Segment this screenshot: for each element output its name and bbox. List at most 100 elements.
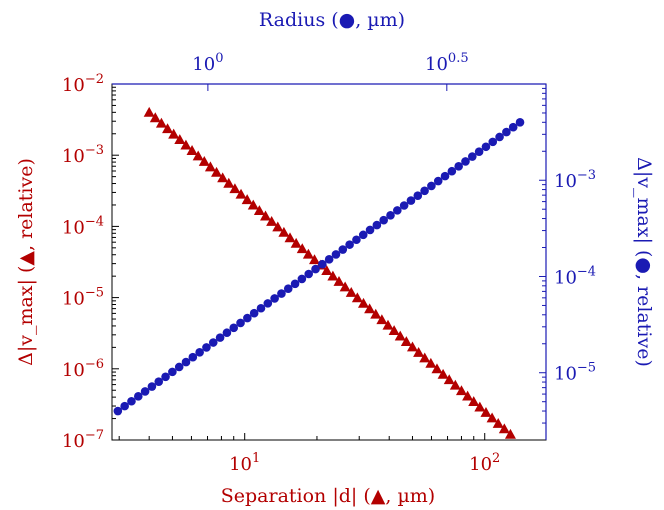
triangle-point xyxy=(327,270,339,281)
left-tick-label: 10−6 xyxy=(62,357,104,381)
triangle-point xyxy=(382,319,394,330)
circle-point xyxy=(352,235,361,245)
tick-labels: 10−2 10−3 10−4 10−5 10−6 10−7 10−3 10−4 10−5 101 1… xyxy=(62,51,596,475)
circle-point xyxy=(358,230,368,240)
triangle-point xyxy=(296,243,308,254)
triangle-point xyxy=(345,286,357,297)
triangle-point xyxy=(492,417,504,428)
triangle-point xyxy=(431,363,443,374)
bottom-tick-label: 102 xyxy=(469,451,500,475)
circle-point xyxy=(290,279,300,289)
triangle-point xyxy=(155,117,167,128)
circle-point xyxy=(331,250,341,259)
triangle-point xyxy=(192,150,204,161)
left-axis-label: Δ|v_max| (▲, relative) xyxy=(15,158,37,366)
circle-point xyxy=(161,372,170,382)
triangle-point xyxy=(253,205,265,215)
circle-point xyxy=(495,132,504,142)
left-tick-label: 10−3 xyxy=(62,143,104,167)
circle-point xyxy=(174,362,184,372)
triangle-point xyxy=(309,254,321,265)
circle-point xyxy=(454,162,463,171)
circle-point xyxy=(413,191,423,201)
triangle-point xyxy=(278,226,290,237)
circle-point xyxy=(222,328,232,338)
circle-point xyxy=(508,122,518,132)
circle-point xyxy=(297,274,307,284)
circle-point xyxy=(406,196,416,205)
triangle-point xyxy=(468,396,480,407)
triangle-point xyxy=(351,292,363,303)
triangle-point xyxy=(186,145,198,155)
triangle-point xyxy=(394,330,406,341)
triangle-point xyxy=(211,166,223,177)
circle-point xyxy=(488,137,498,147)
circle-point xyxy=(120,401,129,411)
circle-point xyxy=(113,406,123,416)
top-tick-label: 100.5 xyxy=(425,51,469,75)
triangle-point xyxy=(455,385,467,396)
circle-point xyxy=(215,333,225,342)
data-series xyxy=(113,106,525,439)
circle-point xyxy=(502,127,511,137)
circle-point xyxy=(447,166,457,176)
circle-point xyxy=(181,357,191,367)
left-tick-label: 10−7 xyxy=(62,428,104,452)
circle-point xyxy=(515,117,525,127)
circle-point xyxy=(243,313,252,323)
right-axis-label: Δ|v_max| (●, relative) xyxy=(633,157,655,367)
circle-point xyxy=(379,215,388,225)
circle-point xyxy=(202,343,211,352)
triangle-point xyxy=(357,297,369,308)
triangle-point xyxy=(425,357,437,368)
triangle-point xyxy=(480,407,492,417)
circle-point xyxy=(468,152,477,161)
bottom-axis-label: Separation |d| (▲, µm) xyxy=(221,485,435,507)
circle-point xyxy=(304,269,314,279)
circle-point xyxy=(372,220,382,230)
circle-point xyxy=(127,396,136,406)
right-tick-label: 10−3 xyxy=(554,168,596,192)
circle-point xyxy=(324,255,334,264)
circle-point xyxy=(140,387,150,396)
triangle-point xyxy=(302,248,314,259)
circle-point xyxy=(283,284,293,293)
top-tick-label: 100 xyxy=(192,51,223,75)
circle-point xyxy=(345,240,354,249)
circle-point xyxy=(270,294,279,303)
triangle-point xyxy=(474,401,486,412)
triangle-point xyxy=(143,106,155,117)
triangle-point xyxy=(266,215,278,226)
circle-point xyxy=(399,201,409,210)
triangle-point xyxy=(333,276,345,286)
left-tick-label: 10−5 xyxy=(62,286,104,310)
triangle-point xyxy=(376,314,388,325)
circle-point xyxy=(393,206,402,215)
triangle-point xyxy=(217,172,229,183)
circle-point xyxy=(474,147,484,156)
triangle-point xyxy=(400,336,412,346)
circle-point xyxy=(386,210,395,220)
circle-point xyxy=(188,352,198,362)
circle-point xyxy=(318,259,327,269)
triangle-point xyxy=(290,237,302,248)
circle-point xyxy=(433,176,443,186)
triangle-point xyxy=(180,139,192,150)
triangle-point xyxy=(204,161,216,172)
triangle-point xyxy=(462,390,474,401)
tick-marks xyxy=(112,83,546,441)
triangle-point xyxy=(260,210,272,221)
triangle-point xyxy=(235,188,247,199)
right-tick-label: 10−4 xyxy=(554,264,596,288)
circle-point xyxy=(365,225,375,235)
triangle-point xyxy=(364,303,376,314)
triangle-point xyxy=(241,194,253,205)
circle-point xyxy=(277,289,286,298)
triangle-point xyxy=(247,199,259,210)
triangle-point xyxy=(419,352,431,363)
triangle-point xyxy=(168,128,180,139)
triangle-point xyxy=(149,112,161,123)
circle-point xyxy=(338,245,348,254)
triangle-point xyxy=(223,177,235,188)
left-tick-label: 10−2 xyxy=(62,72,104,96)
